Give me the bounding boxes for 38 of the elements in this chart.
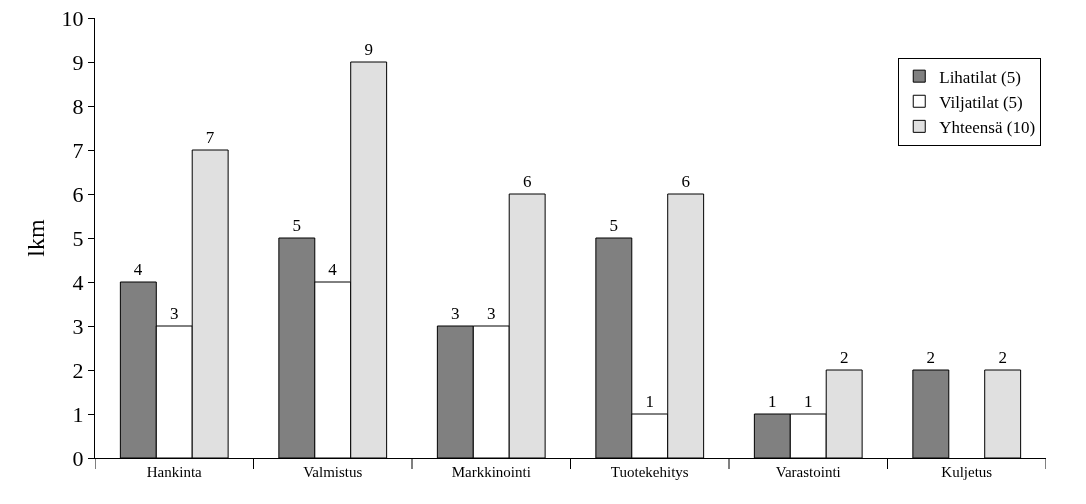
y-tick-label: 6: [72, 181, 84, 207]
data-label: 5: [292, 216, 302, 235]
data-label: 6: [681, 172, 690, 191]
data-label: 2: [839, 348, 849, 367]
data-label: 1: [645, 392, 654, 411]
y-tick-label: 7: [72, 137, 84, 163]
data-label: 2: [998, 348, 1007, 367]
y-tick-label: 8: [72, 93, 84, 119]
data-label: 9: [364, 40, 373, 59]
data-label: 2: [926, 348, 936, 367]
y-tick-label: 4: [72, 269, 84, 295]
x-tick-label: Varastointi: [775, 464, 841, 480]
data-label: 1: [768, 392, 777, 411]
x-tick-label: Markkinointi: [451, 464, 531, 480]
x-tick-label: Kuljetus: [941, 464, 993, 480]
data-label: 5: [609, 216, 619, 235]
data-label: 1: [804, 392, 813, 411]
data-label: 4: [133, 260, 143, 279]
data-label: 3: [487, 304, 496, 323]
y-tick-label: 0: [72, 445, 84, 471]
data-label: 3: [451, 304, 460, 323]
y-tick-label: 5: [72, 225, 84, 251]
data-label: 7: [205, 128, 215, 147]
y-tick-label: 3: [72, 313, 84, 339]
y-tick-label: 10: [61, 5, 84, 31]
data-label: 3: [170, 304, 179, 323]
x-tick-label: Valmistus: [303, 464, 363, 480]
y-tick-label: 9: [72, 49, 84, 75]
legend-label: Viljatilat (5): [939, 92, 1023, 112]
data-label: 6: [522, 172, 532, 191]
x-tick-label: Hankinta: [146, 464, 203, 480]
data-label: 4: [328, 260, 338, 279]
x-tick-label: Tuotekehitys: [610, 464, 689, 480]
y-axis-title: lkm: [22, 219, 49, 257]
legend-label: Lihatilat (5): [939, 67, 1021, 87]
y-tick-label: 1: [72, 401, 84, 427]
legend-label: Yhteensä (10): [939, 117, 1036, 137]
y-tick-label: 2: [72, 357, 84, 383]
